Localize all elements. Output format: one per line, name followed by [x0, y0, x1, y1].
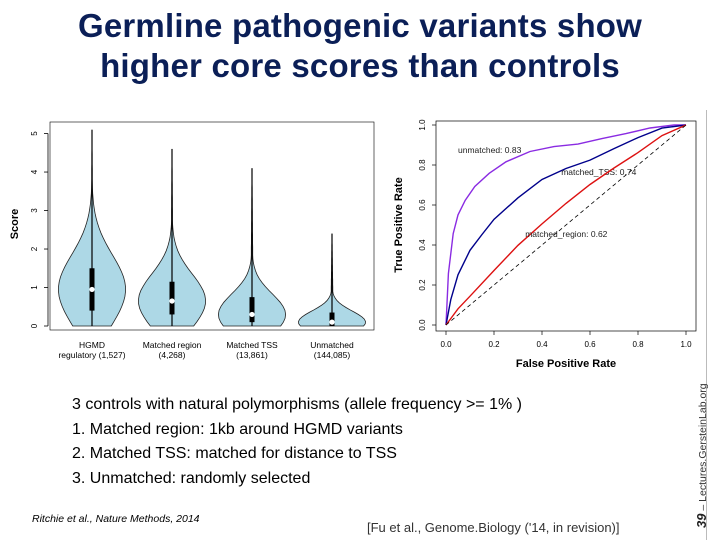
description-line: 2. Matched TSS: matched for distance to … [72, 445, 397, 462]
y-tick-label: 3 [30, 208, 39, 213]
violin-iqr-box [249, 297, 255, 323]
roc-series-label: matched_region: 0.62 [525, 229, 607, 239]
violin-median-point [329, 319, 335, 325]
roc-curve-plot: 0.0 0.2 0.4 0.6 0.8 1.0 0.0 0.2 0.4 0.6 0.8 1.0 Fals… [393, 119, 697, 370]
x-category-label: Unmatched [310, 340, 354, 350]
y-tick-label: 0.2 [418, 279, 427, 291]
y-tick-label: 0.8 [418, 159, 427, 171]
violin-median-point [89, 286, 95, 293]
y-tick-label: 5 [30, 131, 39, 136]
footer-divider [706, 110, 707, 540]
plot-frame [49, 121, 375, 331]
y-tick-label: 0.6 [418, 199, 427, 211]
y-axis-label: Score [9, 209, 21, 240]
y-axis-label: True Positive Rate [393, 177, 405, 272]
slide-number: 39 [694, 513, 709, 528]
roc-curve-line [445, 124, 687, 326]
x-category-label: HGMD [79, 340, 105, 350]
y-tick-label: 0.4 [418, 239, 427, 251]
x-tick-label: 0.4 [536, 340, 548, 349]
violin-median-point [249, 311, 255, 318]
title-line-2: higher core scores than controls [100, 47, 620, 84]
x-count-label: regulatory (1,527) [58, 350, 125, 360]
citation-fu: [Fu et al., Genome.Biology ('14, in revi… [367, 520, 620, 535]
description-line: 3. Unmatched: randomly selected [72, 469, 311, 487]
x-count-label: (4,268) [159, 350, 186, 360]
description-line: 1. Matched region: 1kb around HGMD varia… [72, 420, 403, 438]
title-line-1: Germline pathogenic variants show [77, 7, 643, 44]
diagonal-reference-line [445, 124, 687, 326]
plot-frame [435, 120, 697, 332]
y-tick-label: 2 [30, 246, 39, 251]
footer-site: – Lectures.GersteinLab.org [697, 383, 709, 511]
x-count-label: (144,085) [314, 350, 351, 360]
citation-ritchie: Ritchie et al., Nature Methods, 2014 [32, 513, 200, 525]
y-tick-label: 0 [30, 323, 39, 328]
x-tick-label: 0.6 [584, 340, 596, 349]
description-line: 3 controls with natural polymorphisms (a… [72, 396, 522, 413]
x-axis-label: False Positive Rate [516, 358, 616, 370]
x-tick-label: 0.8 [632, 340, 644, 349]
x-count-label: (13,861) [236, 350, 268, 360]
roc-curve-line [445, 124, 687, 326]
y-tick-label: 0.0 [418, 319, 427, 331]
x-tick-label: 0.2 [488, 340, 500, 349]
slide-title: Germline pathogenic variants show higher… [0, 6, 720, 86]
x-tick-label: 1.0 [680, 340, 692, 349]
slide-footer: 39 – Lectures.GersteinLab.org [694, 383, 709, 528]
controls-description: 3 controls with natural polymorphisms (a… [72, 393, 522, 491]
roc-series-label: matched_TSS: 0.74 [561, 167, 636, 177]
roc-curve-line [445, 124, 686, 326]
roc-series-label: unmatched: 0.83 [458, 145, 522, 155]
x-category-label: Matched region [143, 340, 202, 350]
y-tick-label: 4 [30, 169, 39, 174]
y-tick-label: 1.0 [418, 119, 427, 131]
x-category-label: Matched TSS [226, 340, 278, 350]
violin-iqr-box [329, 312, 335, 326]
y-tick-label: 1 [30, 285, 39, 290]
violin-median-point [169, 298, 175, 304]
violin-iqr-box [169, 281, 175, 315]
x-tick-label: 0.0 [440, 340, 452, 349]
